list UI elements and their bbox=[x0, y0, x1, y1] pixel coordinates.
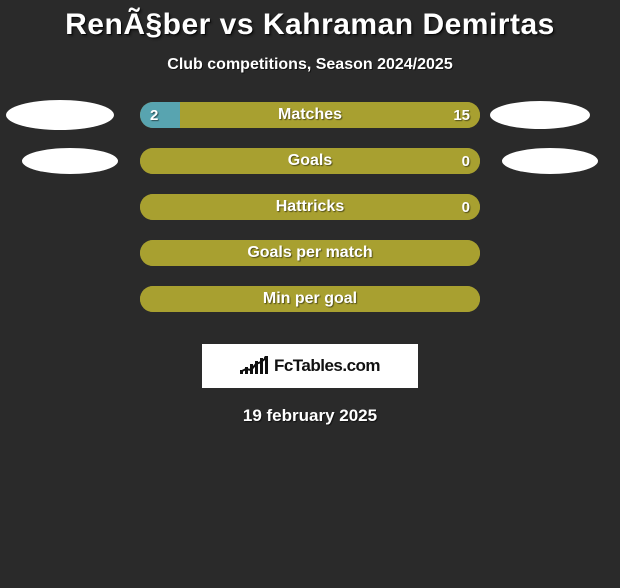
date-text: 19 february 2025 bbox=[0, 406, 620, 426]
logo-chart-icon bbox=[240, 356, 270, 376]
bar-value-right: 15 bbox=[453, 102, 470, 128]
bar-value-right: 0 bbox=[462, 194, 470, 220]
subtitle: Club competitions, Season 2024/2025 bbox=[0, 56, 620, 74]
bar-track: Goals0 bbox=[140, 148, 480, 174]
player-ellipse bbox=[490, 101, 590, 129]
bar-value-left: 2 bbox=[150, 102, 158, 128]
bar-fill-left bbox=[140, 148, 480, 174]
bar-value-right: 0 bbox=[462, 148, 470, 174]
bar-fill-left bbox=[140, 194, 480, 220]
stat-row: Goals per match bbox=[0, 240, 620, 286]
page-title: RenÃ§ber vs Kahraman Demirtas bbox=[0, 8, 620, 42]
bar-fill-right bbox=[180, 102, 480, 128]
logo-box: FcTables.com bbox=[202, 344, 418, 388]
player-ellipse bbox=[22, 148, 118, 174]
stat-row: Min per goal bbox=[0, 286, 620, 332]
bar-track: Matches215 bbox=[140, 102, 480, 128]
player-ellipse bbox=[502, 148, 598, 174]
logo-text: FcTables.com bbox=[274, 356, 380, 376]
stat-row: Hattricks0 bbox=[0, 194, 620, 240]
player-ellipse bbox=[6, 100, 114, 130]
bar-fill-left bbox=[140, 102, 180, 128]
logo-line-icon bbox=[240, 356, 270, 376]
bar-fill-left bbox=[140, 240, 480, 266]
stats-area: Matches215Goals0Hattricks0Goals per matc… bbox=[0, 102, 620, 332]
bar-track: Min per goal bbox=[140, 286, 480, 312]
bar-fill-left bbox=[140, 286, 480, 312]
bar-track: Hattricks0 bbox=[140, 194, 480, 220]
bar-track: Goals per match bbox=[140, 240, 480, 266]
